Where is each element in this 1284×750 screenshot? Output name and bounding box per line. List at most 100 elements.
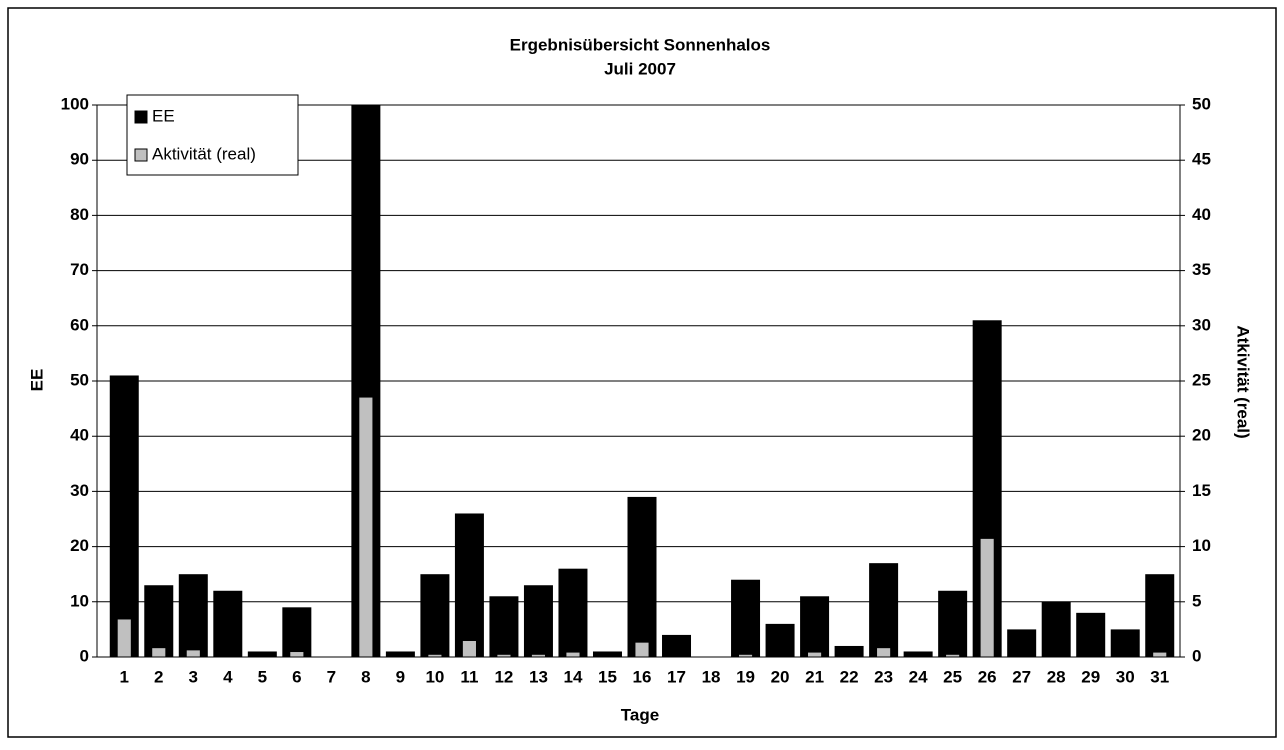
bar xyxy=(1041,601,1071,657)
x-tick-label: 6 xyxy=(292,667,301,686)
y2-tick-label: 0 xyxy=(1192,646,1201,665)
bar xyxy=(420,574,450,657)
x-tick-label: 14 xyxy=(564,667,583,686)
bar xyxy=(213,590,243,657)
y-axis-label: EE xyxy=(27,369,46,392)
x-tick-label: 19 xyxy=(736,667,755,686)
chart-title: Ergebnisübersicht Sonnenhalos xyxy=(510,35,771,54)
bar xyxy=(731,579,761,657)
y-tick-label: 60 xyxy=(70,315,89,334)
y2-tick-label: 35 xyxy=(1192,260,1211,279)
y2-tick-label: 50 xyxy=(1192,94,1211,113)
bar xyxy=(946,654,960,657)
y-tick-label: 90 xyxy=(70,150,89,169)
bar xyxy=(282,607,312,657)
y2-tick-label: 30 xyxy=(1192,315,1211,334)
bar xyxy=(566,652,580,657)
x-tick-label: 31 xyxy=(1150,667,1169,686)
bar xyxy=(980,538,994,657)
x-tick-label: 30 xyxy=(1116,667,1135,686)
x-tick-label: 27 xyxy=(1012,667,1031,686)
legend-box xyxy=(126,94,299,176)
x-tick-label: 1 xyxy=(120,667,129,686)
y-tick-label: 70 xyxy=(70,260,89,279)
x-tick-label: 5 xyxy=(258,667,267,686)
x-tick-label: 17 xyxy=(667,667,686,686)
bar xyxy=(247,651,277,657)
x-tick-label: 11 xyxy=(460,667,478,686)
x-tick-label: 24 xyxy=(909,667,928,686)
bar xyxy=(359,397,373,657)
x-tick-label: 9 xyxy=(396,667,405,686)
bar xyxy=(635,642,649,657)
y2-tick-label: 5 xyxy=(1192,591,1201,610)
x-tick-label: 20 xyxy=(771,667,790,686)
x-tick-label: 13 xyxy=(529,667,548,686)
bar xyxy=(800,596,830,657)
bar xyxy=(662,634,692,657)
bar xyxy=(592,651,622,657)
bar xyxy=(1153,652,1167,657)
y-tick-label: 0 xyxy=(80,646,89,665)
bar xyxy=(454,513,484,657)
bar xyxy=(385,651,415,657)
y-tick-label: 50 xyxy=(70,370,89,389)
x-tick-label: 3 xyxy=(189,667,198,686)
x-tick-label: 2 xyxy=(154,667,163,686)
x-tick-label: 29 xyxy=(1081,667,1100,686)
x-tick-label: 25 xyxy=(943,667,962,686)
bar xyxy=(808,652,822,657)
y-tick-label: 10 xyxy=(70,591,89,610)
y-tick-label: 40 xyxy=(70,426,89,445)
y2-tick-label: 15 xyxy=(1192,481,1211,500)
bar xyxy=(523,585,553,657)
bar xyxy=(938,590,968,657)
bar xyxy=(144,585,174,657)
bar xyxy=(428,654,442,657)
bar xyxy=(186,650,200,657)
bar xyxy=(1145,574,1175,657)
bar xyxy=(765,623,795,657)
legend-label: Aktivität (real) xyxy=(152,144,256,163)
y-tick-label: 20 xyxy=(70,536,89,555)
legend-swatch xyxy=(134,110,148,124)
legend-swatch xyxy=(134,148,148,162)
x-tick-label: 21 xyxy=(805,667,824,686)
y2-tick-label: 10 xyxy=(1192,536,1211,555)
bar xyxy=(497,654,511,657)
bar xyxy=(1076,612,1106,657)
x-tick-label: 18 xyxy=(702,667,721,686)
bar xyxy=(531,654,546,657)
bar xyxy=(117,619,131,657)
x-tick-label: 8 xyxy=(361,667,370,686)
x-tick-label: 12 xyxy=(494,667,513,686)
x-tick-label: 22 xyxy=(840,667,859,686)
bar xyxy=(869,563,899,657)
x-axis-label: Tage xyxy=(621,705,659,724)
bar xyxy=(738,654,753,657)
bar xyxy=(109,375,139,657)
x-tick-label: 26 xyxy=(978,667,997,686)
bar xyxy=(290,652,304,657)
bar xyxy=(877,648,891,657)
y-tick-label: 80 xyxy=(70,205,89,224)
x-tick-label: 4 xyxy=(223,667,233,686)
bar xyxy=(834,645,864,657)
bar xyxy=(489,596,519,657)
y-tick-label: 100 xyxy=(61,94,89,113)
y2-axis-label: Atkivität (real) xyxy=(1234,325,1253,438)
x-tick-label: 16 xyxy=(633,667,652,686)
x-tick-label: 23 xyxy=(874,667,893,686)
bar xyxy=(462,640,476,657)
y2-tick-label: 20 xyxy=(1192,426,1211,445)
chart-subtitle: Juli 2007 xyxy=(604,59,676,78)
y2-tick-label: 25 xyxy=(1192,370,1211,389)
bar xyxy=(1110,629,1140,657)
bar xyxy=(1007,629,1037,657)
x-tick-label: 7 xyxy=(327,667,336,686)
x-tick-label: 28 xyxy=(1047,667,1066,686)
y2-tick-label: 40 xyxy=(1192,205,1211,224)
y-tick-label: 30 xyxy=(70,481,89,500)
bar xyxy=(152,648,166,657)
bar xyxy=(903,651,933,657)
